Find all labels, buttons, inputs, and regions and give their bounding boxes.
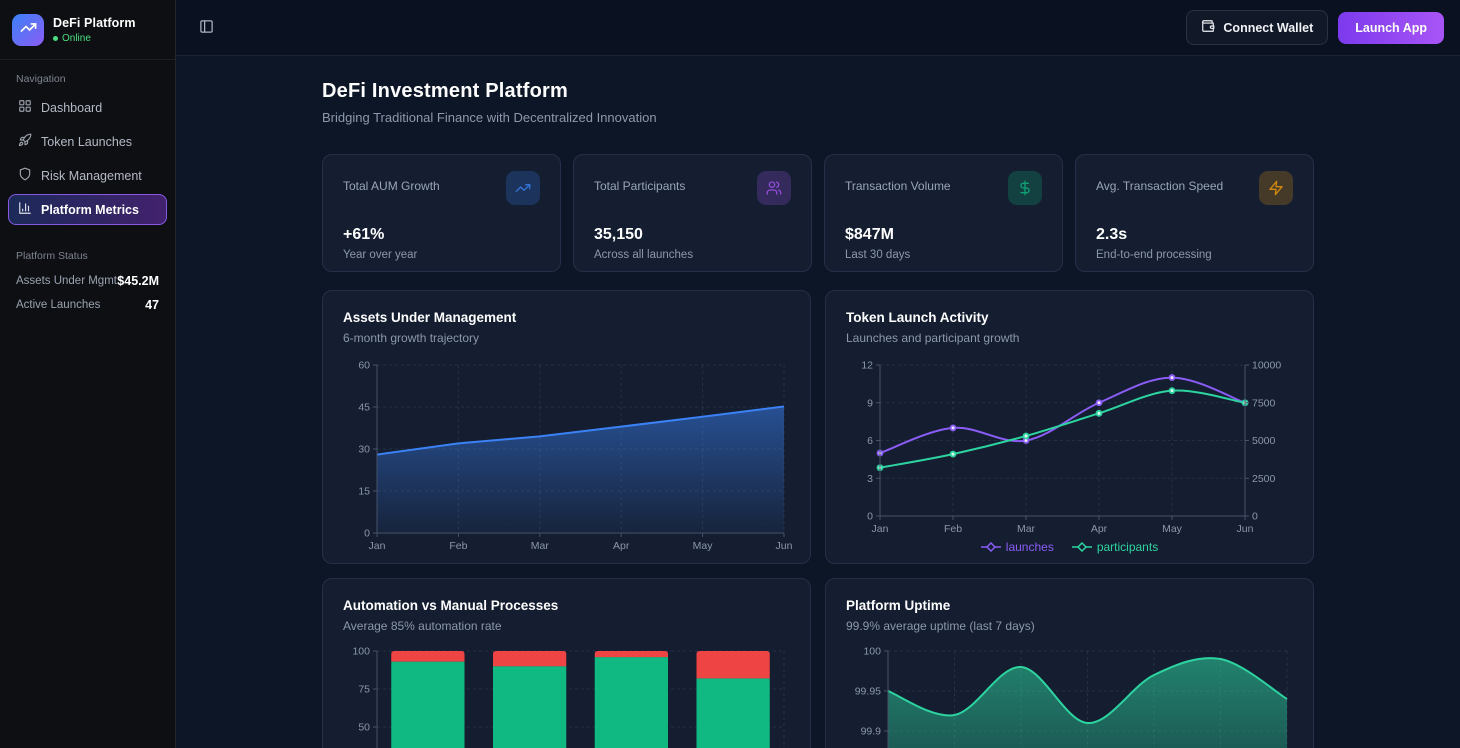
sidebar-stat-aum: Assets Under Mgmt $45.2M: [16, 274, 159, 288]
svg-text:Jun: Jun: [776, 540, 793, 552]
svg-text:60: 60: [358, 360, 370, 372]
legend-item-participants: participants: [1071, 540, 1158, 554]
svg-text:7500: 7500: [1252, 397, 1276, 409]
sidebar-item-dashboard[interactable]: Dashboard: [8, 92, 167, 123]
svg-text:Apr: Apr: [613, 540, 630, 552]
sidebar-item-token-launches[interactable]: Token Launches: [8, 126, 167, 157]
sidebar-item-label: Token Launches: [41, 134, 133, 149]
bar-chart-icon: [18, 201, 32, 218]
svg-text:10000: 10000: [1252, 360, 1281, 372]
status-badge: Online: [53, 33, 136, 44]
sidebar-stat-launches: Active Launches 47: [16, 298, 159, 312]
chart-card-uptime: Platform Uptime 99.9% average uptime (la…: [825, 578, 1314, 748]
panel-left-icon: [199, 19, 214, 37]
svg-text:Apr: Apr: [1091, 523, 1108, 535]
svg-text:100: 100: [352, 646, 370, 658]
users-icon: [757, 171, 791, 205]
chart-grid: Assets Under Management 6-month growth t…: [322, 290, 1314, 748]
stat-card-speed: Avg. Transaction Speed 2.3s End-to-end p…: [1075, 154, 1314, 272]
svg-text:45: 45: [358, 402, 370, 414]
svg-text:99.9: 99.9: [861, 726, 882, 738]
legend-line-diamond-icon: [980, 542, 1001, 552]
app-name: DeFi Platform: [53, 16, 136, 30]
svg-text:30: 30: [358, 444, 370, 456]
sidebar-item-label: Dashboard: [41, 100, 103, 115]
svg-text:May: May: [1162, 523, 1183, 535]
svg-text:Jun: Jun: [1237, 523, 1254, 535]
rocket-icon: [18, 133, 32, 150]
dollar-sign-icon: [1008, 171, 1042, 205]
automation-stacked-bar-chart: 0255075100: [343, 645, 790, 748]
launch-activity-line-chart: 0 3 6 9 12 0 2500 5000 7500 10000 Jan Feb Mar Apr May J…: [846, 357, 1293, 537]
svg-text:100: 100: [863, 646, 881, 658]
svg-text:15: 15: [358, 486, 370, 498]
sidebar-item-label: Risk Management: [41, 168, 142, 183]
uptime-area-chart: 99.9 99.95 100: [846, 645, 1293, 748]
trending-up-icon: [506, 171, 540, 205]
sidebar-item-platform-metrics[interactable]: Platform Metrics: [8, 194, 167, 225]
svg-text:Feb: Feb: [449, 540, 467, 552]
legend-line-diamond-icon: [1071, 542, 1092, 552]
dashboard-icon: [18, 99, 32, 116]
stat-card-aum-growth: Total AUM Growth +61% Year over year: [322, 154, 561, 272]
chart-card-launch-activity: Token Launch Activity Launches and parti…: [825, 290, 1314, 564]
svg-text:75: 75: [358, 684, 370, 696]
svg-text:0: 0: [1252, 511, 1258, 523]
svg-text:9: 9: [867, 397, 873, 409]
stat-card-participants: Total Participants 35,150 Across all lau…: [573, 154, 812, 272]
sidebar: DeFi Platform Online Navigation Dashboar…: [0, 0, 176, 748]
svg-text:Mar: Mar: [531, 540, 550, 552]
wallet-icon: [1201, 19, 1215, 36]
trending-up-icon: [20, 19, 37, 41]
chart-card-aum: Assets Under Management 6-month growth t…: [322, 290, 811, 564]
svg-text:Feb: Feb: [944, 523, 962, 535]
svg-text:2500: 2500: [1252, 473, 1276, 485]
shield-icon: [18, 167, 32, 184]
sidebar-item-label: Platform Metrics: [41, 202, 139, 217]
svg-text:Jan: Jan: [369, 540, 386, 552]
page-subtitle: Bridging Traditional Finance with Decent…: [322, 110, 657, 125]
sidebar-toggle-button[interactable]: [192, 14, 220, 42]
svg-text:50: 50: [358, 722, 370, 734]
svg-text:Mar: Mar: [1017, 523, 1036, 535]
launch-app-button[interactable]: Launch App: [1338, 11, 1444, 44]
aum-area-chart: 0 15 30 45 60 Jan Feb Mar Apr May Jun: [343, 357, 793, 553]
svg-text:May: May: [693, 540, 714, 552]
online-dot-icon: [53, 36, 58, 41]
svg-text:12: 12: [861, 360, 873, 372]
stat-card-volume: Transaction Volume $847M Last 30 days: [824, 154, 1063, 272]
zap-icon: [1259, 171, 1293, 205]
status-section-label: Platform Status: [16, 250, 88, 262]
sidebar-nav: Dashboard Token Launches Risk Management…: [0, 92, 175, 225]
connect-wallet-button[interactable]: Connect Wallet: [1186, 10, 1329, 45]
svg-text:3: 3: [867, 473, 873, 485]
legend-item-launches: launches: [980, 540, 1054, 554]
svg-text:99.95: 99.95: [855, 686, 881, 698]
sidebar-item-risk-management[interactable]: Risk Management: [8, 160, 167, 191]
stat-card-grid: Total AUM Growth +61% Year over year Tot…: [322, 154, 1314, 272]
svg-text:5000: 5000: [1252, 435, 1276, 447]
chart-legend: launches participants: [846, 540, 1293, 554]
app-logo: [12, 14, 44, 46]
topbar: Connect Wallet Launch App: [176, 0, 1460, 56]
svg-text:0: 0: [867, 511, 873, 523]
svg-text:6: 6: [867, 435, 873, 447]
sidebar-header: DeFi Platform Online: [0, 0, 175, 60]
chart-card-automation: Automation vs Manual Processes Average 8…: [322, 578, 811, 748]
nav-section-label: Navigation: [16, 73, 66, 85]
page-title: DeFi Investment Platform: [322, 80, 568, 102]
main-content[interactable]: DeFi Investment Platform Bridging Tradit…: [176, 56, 1460, 748]
svg-text:0: 0: [364, 528, 370, 540]
svg-text:Jan: Jan: [872, 523, 889, 535]
